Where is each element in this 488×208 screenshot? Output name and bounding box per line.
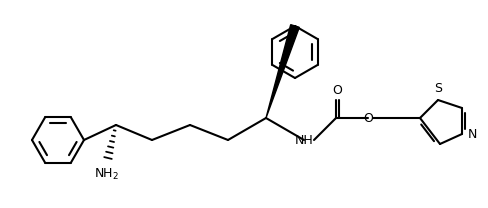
Polygon shape [266, 25, 299, 118]
Text: NH: NH [295, 134, 313, 146]
Text: NH$_2$: NH$_2$ [94, 167, 119, 182]
Text: N: N [468, 128, 477, 140]
Text: O: O [363, 111, 373, 125]
Text: S: S [434, 82, 442, 95]
Text: O: O [332, 84, 342, 97]
